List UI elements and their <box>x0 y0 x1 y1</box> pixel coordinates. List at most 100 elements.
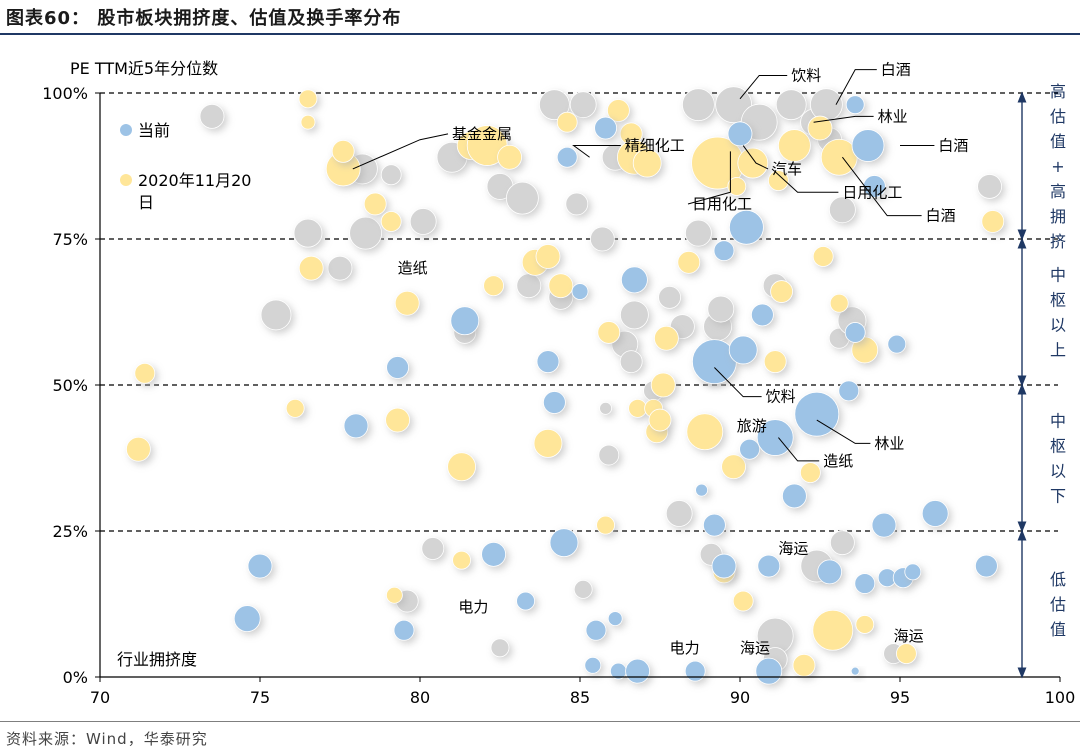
bubbles-2020-11-20 <box>125 89 1007 680</box>
bubble-2020 <box>812 609 854 651</box>
bubble-history <box>490 638 510 658</box>
bubble-current <box>543 391 566 414</box>
bubble-current <box>757 554 781 578</box>
bubble-history <box>977 174 1002 199</box>
annotation-leader <box>739 74 788 100</box>
x-tick-label: 90 <box>730 688 750 707</box>
bubble-current <box>703 513 726 537</box>
bubble-2020 <box>737 147 769 179</box>
bubble-current <box>571 283 589 300</box>
bubble-current <box>393 619 415 641</box>
y-tick-label: 100% <box>42 84 88 103</box>
bubble-2020 <box>483 275 505 297</box>
bubble-2020 <box>394 290 420 316</box>
bubble-2020 <box>770 280 793 303</box>
bubble-history <box>569 91 597 119</box>
bubble-history <box>539 89 570 121</box>
x-tick-label: 85 <box>570 688 590 707</box>
bubble-history <box>293 218 323 248</box>
bubble-2020 <box>125 436 151 462</box>
bubble-history <box>658 285 681 309</box>
bubble-current <box>584 656 602 674</box>
bubble-history <box>619 350 643 374</box>
bubble-2020 <box>298 89 318 109</box>
bubble-2020 <box>896 643 917 665</box>
annotation-label: 汽车 <box>772 160 802 178</box>
bubble-2020 <box>792 653 816 677</box>
legend: 当前 2020年11月20 日 <box>120 121 251 212</box>
bubble-2020 <box>452 550 472 570</box>
legend-marker-2020 <box>120 174 132 186</box>
annotation-label: 日用化工 <box>842 183 902 201</box>
bubble-2020 <box>686 413 724 451</box>
x-tick-label: 80 <box>410 688 430 707</box>
bubble-current <box>536 350 560 374</box>
bubble-current <box>755 657 783 685</box>
annotation-label: 基金金属 <box>452 125 512 143</box>
bubble-history <box>598 444 620 466</box>
bubble-current <box>585 619 607 641</box>
annotation-leader <box>778 437 820 462</box>
bubble-2020 <box>535 244 561 269</box>
bubble-current <box>844 322 866 343</box>
bubble-2020 <box>385 586 403 604</box>
bubble-2020 <box>300 114 316 130</box>
bubble-current <box>343 413 369 439</box>
annotation-leader <box>835 69 877 105</box>
annotation-label: 日用化工 <box>692 195 752 213</box>
annotation-label: 海运 <box>894 627 924 645</box>
zone-label: 中枢以下 <box>1050 412 1066 506</box>
annotation-label: 林业 <box>878 107 908 125</box>
bubble-current <box>739 438 760 460</box>
bubble-2020 <box>596 515 615 535</box>
bubble-2020 <box>829 293 849 313</box>
bubble-current <box>713 240 735 262</box>
bubble-history <box>573 580 593 599</box>
bubble-history <box>506 181 539 215</box>
bubble-2020 <box>298 255 324 281</box>
bubble-current <box>233 605 261 632</box>
bubble-history <box>685 219 712 247</box>
annotation-label: 电力 <box>670 639 700 657</box>
annotation-label: 旅游 <box>737 417 767 435</box>
bubble-2020 <box>650 372 676 398</box>
bubble-current <box>684 660 706 682</box>
annotation-label: 饮料 <box>766 388 796 406</box>
figure-title: 图表60： 股市板块拥挤度、估值及换手率分布 <box>6 8 402 29</box>
bubble-history <box>590 226 615 252</box>
annotation-leader <box>687 151 731 205</box>
bubble-2020 <box>727 177 747 196</box>
annotation-label: 精细化工 <box>625 137 685 155</box>
annotation-leader <box>714 367 762 398</box>
bubble-2020 <box>628 398 647 418</box>
bubble-2020 <box>363 192 387 216</box>
bubble-current <box>695 483 708 497</box>
bubble-current <box>794 391 840 437</box>
zone-label: 中枢以上 <box>1050 266 1066 360</box>
bubble-current <box>607 611 623 626</box>
bubble-2020 <box>981 210 1005 233</box>
bubble-current <box>711 553 737 579</box>
y-tick-label: 0% <box>63 668 88 687</box>
bubble-2020 <box>607 99 630 122</box>
annotation-leader <box>816 419 871 444</box>
annotation-leader <box>771 168 839 193</box>
annotation-label: 白酒 <box>926 207 956 225</box>
bubble-current <box>450 306 480 336</box>
bubble-current <box>851 129 885 162</box>
bubble-2020 <box>855 615 875 634</box>
x-tick-label: 70 <box>90 688 110 707</box>
bubble-current <box>756 419 794 456</box>
annotation-label: 白酒 <box>938 137 968 155</box>
bubble-current <box>625 658 650 684</box>
bubble-current <box>904 563 922 581</box>
annotation-leader <box>572 145 621 158</box>
annotation-label: 海运 <box>740 639 770 657</box>
annotation-label: 造纸 <box>398 259 428 277</box>
bubble-history <box>775 89 807 121</box>
bubble-current <box>850 666 860 676</box>
bubble-2020 <box>285 398 305 418</box>
bubble-2020 <box>385 407 411 433</box>
legend-label-current: 当前 <box>138 121 170 140</box>
